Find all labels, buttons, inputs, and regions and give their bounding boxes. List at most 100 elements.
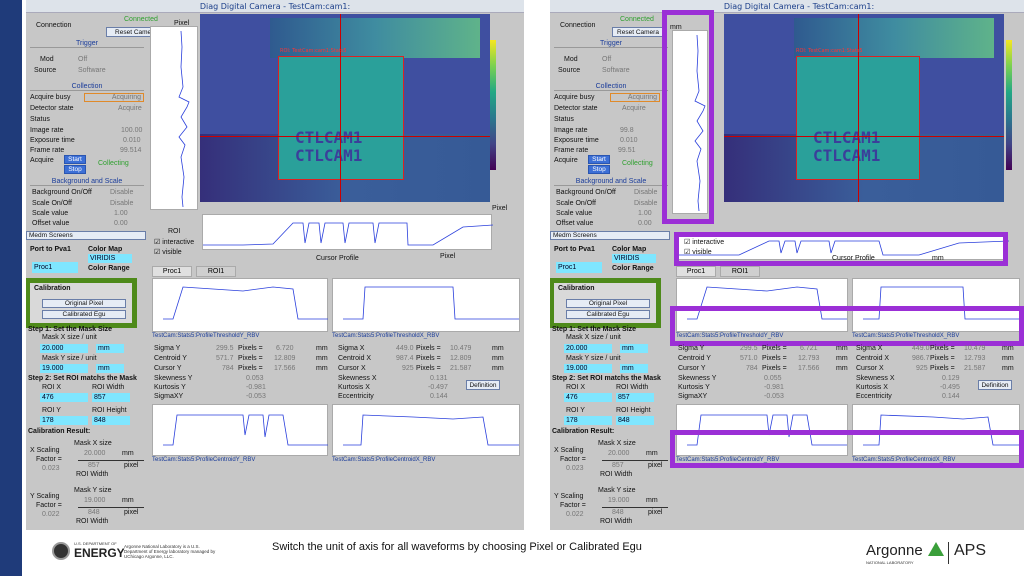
sigma-y-px: 299.5	[216, 345, 234, 352]
roi-height-input[interactable]: 848	[92, 416, 130, 425]
sigma-y-mm: 6.720	[276, 345, 294, 352]
roi-y-input[interactable]: 178	[40, 416, 88, 425]
port-dropdown-right[interactable]: Proc1	[556, 262, 602, 273]
kurt-x-label-right: Kurtosis X	[856, 384, 888, 391]
detector-state-label: Detector state	[30, 105, 74, 112]
centroid-y-plot	[152, 404, 328, 456]
vertical-profile-plot-right	[672, 30, 708, 214]
stop-button-right[interactable]: Stop	[588, 165, 610, 174]
roi-height-input-right[interactable]: 848	[616, 416, 654, 425]
collection-header: Collection	[30, 83, 144, 91]
eccentricity-label: Eccentricity	[338, 393, 374, 400]
connection-label: Connection	[36, 22, 72, 29]
port-label-right: Port to Pva1	[554, 246, 595, 253]
cursor-y-px: 784	[222, 365, 234, 372]
tab-roi1[interactable]: ROI1	[196, 266, 236, 277]
pixel-axis-label: Pixel	[174, 20, 190, 27]
exposure-label: Exposure time	[30, 137, 75, 144]
scale-value-label: Scale value	[32, 210, 69, 217]
mask-y-input-right[interactable]: 19.000	[564, 364, 612, 373]
window-title: Diag Digital Camera - TestCam:cam1:	[26, 0, 524, 13]
colormap-label-right: Color Map	[612, 246, 647, 253]
roi-x-input-right[interactable]: 476	[564, 393, 612, 402]
mask-x-unit-right[interactable]: mm	[620, 344, 648, 353]
centroid-y-px-right: 571.0	[740, 355, 758, 362]
skew-x-label-right: Skewness X	[856, 375, 895, 382]
mask-x-input-right[interactable]: 20.000	[564, 344, 612, 353]
colormap-dropdown[interactable]: VIRIDIS	[88, 254, 132, 263]
bg-onoff-label-right: Background On/Off	[556, 189, 616, 196]
mask-x-input[interactable]: 20.000	[40, 344, 88, 353]
roi-x-input[interactable]: 476	[40, 393, 88, 402]
tab-proc1-right[interactable]: Proc1	[676, 266, 716, 277]
kurt-y-value-right: -0.981	[764, 384, 784, 391]
roi-width-input-right[interactable]: 857	[616, 393, 654, 402]
doe-logo: U.S. DEPARTMENT OF ENERGY	[52, 540, 125, 564]
result-mask-y-value-right: 19.000	[608, 497, 630, 504]
sigma-y-unit-right: mm	[836, 345, 848, 352]
trigger-mode-value-right: Off	[602, 56, 612, 63]
visible-checkbox[interactable]: ☑ visible	[154, 249, 182, 256]
roi-y-label: ROI Y	[42, 407, 61, 414]
camera-image[interactable]: CTLCAM1 CTLCAM1 ROI: TestCam:cam1:Stats5	[200, 14, 490, 202]
stop-button[interactable]: Stop	[64, 165, 86, 174]
collection-header-right: Collection	[554, 83, 668, 91]
roi-width-input[interactable]: 857	[92, 393, 130, 402]
y-factor-value-right: 0.022	[566, 511, 584, 518]
cursor-x-mm: 21.587	[450, 365, 472, 372]
centroid-x-px-right: 986.7	[912, 355, 930, 362]
calibrated-egu-button-right[interactable]: Calibrated Egu	[566, 310, 650, 319]
start-button-right[interactable]: Start	[588, 155, 610, 164]
mask-y-input[interactable]: 19.000	[40, 364, 88, 373]
sigma-y-label: Sigma Y	[154, 345, 181, 352]
original-pixel-button[interactable]: Original Pixel	[42, 299, 126, 308]
cursor-profile-plot	[202, 214, 493, 250]
colormap-dropdown-right[interactable]: VIRIDIS	[612, 254, 656, 263]
cursor-x-pixels-eq-right: Pixels =	[930, 365, 955, 372]
vertical-profile-line	[178, 30, 190, 208]
start-button[interactable]: Start	[64, 155, 86, 164]
mask-x-unit[interactable]: mm	[96, 344, 124, 353]
cursor-vline	[340, 14, 341, 202]
mask-y-unit-right[interactable]: mm	[620, 364, 648, 373]
tab-roi1-right[interactable]: ROI1	[720, 266, 760, 277]
cursor-y-label-right: Cursor Y	[678, 365, 706, 372]
reset-camera-button-right[interactable]: Reset Camera	[612, 27, 664, 37]
roi-y-input-right[interactable]: 178	[564, 416, 612, 425]
cursor-y-pixels-eq-right: Pixels =	[762, 365, 787, 372]
tab-proc1[interactable]: Proc1	[152, 266, 192, 277]
result-roi-height-label: ROI Width	[76, 518, 109, 525]
mask-y-unit[interactable]: mm	[96, 364, 124, 373]
sigma-x-pixels-eq: Pixels =	[416, 345, 441, 352]
logo-divider	[948, 542, 949, 564]
medm-screens-dropdown[interactable]: Medm Screens	[26, 231, 146, 240]
image-rate-label-right: Image rate	[554, 127, 588, 134]
roi-box[interactable]: CTLCAM1 CTLCAM1	[278, 56, 404, 180]
cursor-hline	[200, 136, 490, 137]
interactive-checkbox[interactable]: ☑ interactive	[154, 239, 195, 246]
interactive-checkbox-right[interactable]: ☑ interactive	[684, 239, 725, 246]
acquire-label-right: Acquire	[554, 157, 578, 164]
eccentricity-label-right: Eccentricity	[856, 393, 892, 400]
centroid-y-mm-right: 12.793	[798, 355, 820, 362]
medm-screens-dropdown-right[interactable]: Medm Screens	[550, 231, 670, 240]
mask-y-label: Mask Y size / unit	[42, 355, 97, 362]
camera-image-right[interactable]: CTLCAM1 CTLCAM1 ROI: TestCam:cam1:Stats5	[724, 14, 1004, 202]
cursor-y-pixels-eq: Pixels =	[238, 365, 263, 372]
calibration-highlight-right	[550, 278, 661, 328]
port-dropdown[interactable]: Proc1	[32, 262, 78, 273]
calibrated-egu-button[interactable]: Calibrated Egu	[42, 310, 126, 319]
result-pixel-x-right: pixel	[648, 462, 663, 469]
definition-button[interactable]: Definition	[466, 380, 500, 390]
centroid-x-plot	[332, 404, 520, 456]
frame-rate-label: Frame rate	[30, 147, 65, 154]
roi-width-label-right: ROI Width	[616, 384, 649, 391]
visible-checkbox-right[interactable]: ☑ visible	[684, 249, 712, 256]
centroid-y-pixels-eq: Pixels =	[238, 355, 263, 362]
definition-button-right[interactable]: Definition	[978, 380, 1012, 390]
status-label: Status	[30, 116, 50, 123]
exposure-label-right: Exposure time	[554, 137, 599, 144]
port-label: Port to Pva1	[30, 246, 71, 253]
original-pixel-button-right[interactable]: Original Pixel	[566, 299, 650, 308]
x-factor-label: Factor =	[36, 456, 62, 463]
